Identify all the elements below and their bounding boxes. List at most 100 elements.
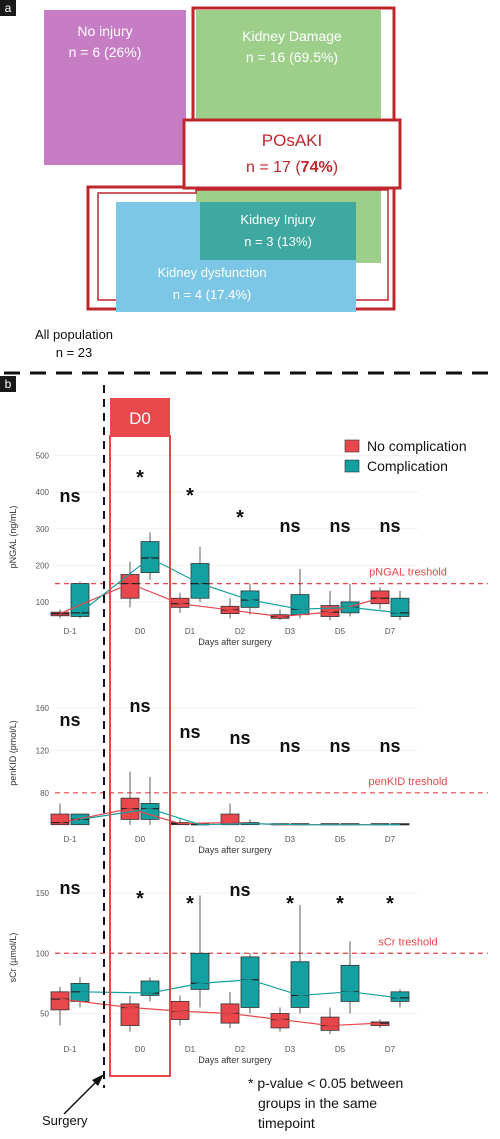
box [240, 590, 260, 608]
x-tick-label: D3 [285, 627, 296, 636]
kidney-injury-box [200, 202, 356, 260]
significance-marker: * [336, 893, 344, 915]
y-tick-label: 400 [36, 488, 50, 497]
panel-a-label: a [5, 1, 12, 15]
no-injury-label: No injury [77, 23, 132, 39]
box [70, 583, 90, 617]
x-tick-label: D7 [385, 835, 396, 844]
significance-marker: ns [329, 516, 350, 536]
significance-marker: ns [179, 722, 200, 742]
x-tick-label: D-1 [64, 627, 77, 636]
footnote-line-3: timepoint [258, 1115, 315, 1131]
median-trend-line [59, 998, 381, 1027]
box [390, 597, 410, 617]
x-tick-label: D2 [235, 627, 246, 636]
significance-marker: ns [279, 516, 300, 536]
box [170, 597, 190, 608]
median-trend-line [79, 979, 401, 999]
posaki-inner-outline [97, 189, 389, 301]
x-tick-label: D3 [285, 1045, 296, 1054]
y-axis-label: pNGAL (ng/mL) [8, 506, 18, 569]
threshold-label: pNGAL treshold [369, 567, 447, 579]
no-injury-count: n = 6 (26%) [69, 44, 142, 60]
all-population-count: n = 23 [56, 345, 93, 360]
y-axis-label: penKID (pmol/L) [8, 720, 18, 786]
kidney-dysfunction-count: n = 4 (17.4%) [173, 287, 251, 302]
panel-a-label-box [0, 0, 16, 16]
y-tick-label: 150 [36, 889, 50, 898]
footnote-line-1: * p-value < 0.05 between [248, 1075, 403, 1091]
x-axis-label: Days after surgery [198, 637, 272, 647]
legend-swatch-complication [344, 459, 360, 473]
legend: No complication Complication [344, 438, 467, 474]
significance-marker: ns [229, 880, 250, 900]
box [190, 952, 210, 990]
significance-marker: ns [59, 710, 80, 730]
box [220, 813, 240, 826]
median-trend-line [59, 808, 380, 826]
x-tick-label: D0 [135, 1045, 146, 1054]
significance-marker: ns [279, 736, 300, 756]
significance-marker: ns [59, 878, 80, 898]
box [120, 1003, 140, 1026]
box [340, 964, 360, 1002]
x-tick-label: D7 [385, 1045, 396, 1054]
threshold-label: penKID treshold [369, 776, 448, 788]
x-tick-label: D2 [235, 835, 246, 844]
posaki-count: n = 17 (74%) [246, 159, 338, 176]
panel-b: b D0 No complication Complication 100 200… [0, 376, 488, 1131]
panel-a: a No injury n = 6 (26%) Kidney Damage n … [0, 0, 402, 360]
y-tick-label: 160 [36, 704, 50, 713]
y-tick-label: 200 [36, 561, 50, 570]
x-tick-label: D2 [235, 1045, 246, 1054]
no-injury-box [44, 10, 186, 165]
kidney-damage-label: Kidney Damage [242, 28, 342, 44]
kidney-injury-count: n = 3 (13%) [244, 234, 312, 249]
posaki-count-prefix: n = 17 ( [246, 159, 301, 176]
legend-swatch-no-complication [344, 439, 360, 453]
significance-marker: ns [129, 696, 150, 716]
significance-marker: * [136, 467, 144, 489]
threshold-label: sCr treshold [378, 936, 437, 948]
box [50, 813, 70, 826]
x-tick-label: D0 [135, 627, 146, 636]
box [140, 541, 160, 574]
y-tick-label: 80 [40, 789, 49, 798]
panel-b-label-box [0, 376, 16, 392]
surgery-arrow-head [92, 1074, 104, 1086]
y-tick-label: 120 [36, 746, 50, 755]
x-axis-label: Days after surgery [198, 1055, 272, 1065]
significance-marker: ns [329, 736, 350, 756]
box [370, 590, 390, 605]
kidney-damage-count: n = 16 (69.5%) [246, 49, 338, 65]
significance-marker: * [286, 893, 294, 915]
y-axis-label: sCr (µmol/L) [8, 933, 18, 983]
x-tick-label: D3 [285, 835, 296, 844]
x-tick-label: D1 [185, 627, 196, 636]
significance-marker: ns [379, 736, 400, 756]
median-trend-line [79, 808, 400, 826]
significance-marker: * [236, 507, 244, 529]
footnote-line-2: groups in the same [258, 1095, 377, 1111]
posaki-label: POsAKI [262, 131, 322, 150]
significance-marker: * [186, 893, 194, 915]
posaki-box [182, 118, 402, 190]
box [290, 594, 310, 616]
significance-marker: ns [229, 728, 250, 748]
all-population-label: All population [35, 327, 113, 342]
y-tick-label: 50 [40, 1010, 49, 1019]
d0-highlight [109, 435, 171, 1077]
surgery-arrow [63, 1077, 101, 1115]
posaki-count-bold: 74% [301, 159, 333, 176]
d0-header [110, 398, 170, 436]
box [50, 991, 70, 1011]
legend-no-complication: No complication [367, 438, 467, 454]
x-tick-label: D5 [335, 835, 346, 844]
median-trend-line [79, 557, 401, 614]
significance-marker: * [186, 485, 194, 507]
box [320, 605, 340, 617]
median-trend-line [59, 582, 381, 618]
x-tick-label: D7 [385, 627, 396, 636]
x-tick-label: D-1 [64, 835, 77, 844]
